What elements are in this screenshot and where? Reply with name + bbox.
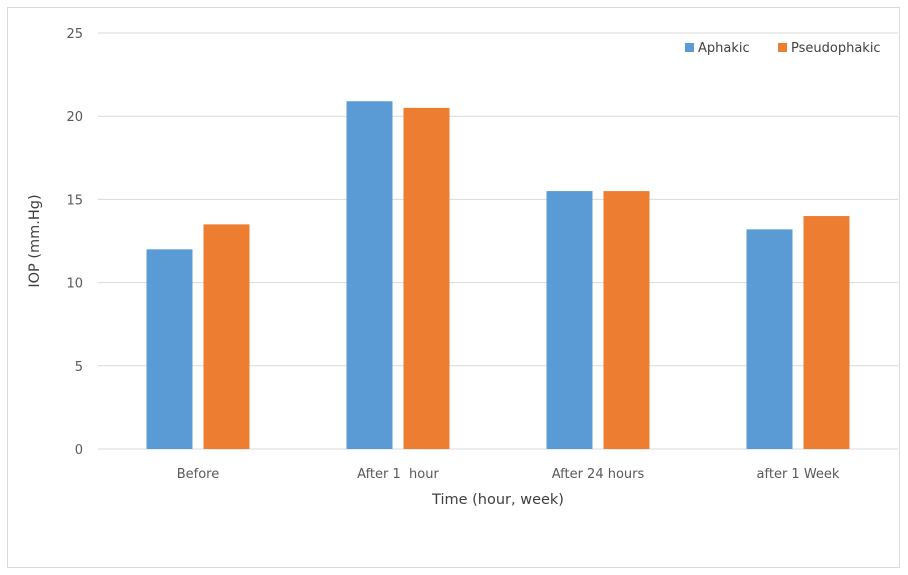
bar-pseudophakic-3 bbox=[803, 216, 850, 449]
bar-aphakic-1 bbox=[346, 101, 393, 449]
bar-aphakic-0 bbox=[146, 249, 193, 449]
y-tick-label: 20 bbox=[66, 110, 83, 125]
x-axis-tick-labels: Before After 1 hour After 24 hours after 1 … bbox=[177, 467, 840, 482]
legend-swatch-pseudophakic bbox=[778, 43, 787, 52]
legend-swatch-aphakic bbox=[685, 43, 694, 52]
x-tick-label: Before bbox=[177, 467, 220, 482]
x-tick-label: After 24 hours bbox=[552, 467, 645, 482]
bar-aphakic-2 bbox=[546, 191, 593, 449]
x-axis-title: Time (hour, week) bbox=[431, 492, 564, 508]
x-tick-label: After 1 hour bbox=[357, 467, 439, 482]
y-tick-label: 5 bbox=[75, 360, 83, 375]
x-tick-label: after 1 Week bbox=[757, 467, 840, 482]
y-axis-title: IOP (mm.Hg) bbox=[27, 194, 43, 287]
legend-label-aphakic: Aphakic bbox=[698, 41, 750, 56]
y-tick-label: 0 bbox=[75, 443, 83, 458]
legend-label-pseudophakic: Pseudophakic bbox=[791, 41, 881, 56]
legend: Aphakic Pseudophakic bbox=[685, 41, 881, 56]
y-tick-label: 10 bbox=[66, 277, 83, 292]
y-tick-label: 15 bbox=[66, 193, 83, 208]
bar-pseudophakic-2 bbox=[603, 191, 650, 449]
bars bbox=[146, 101, 850, 449]
bar-pseudophakic-1 bbox=[403, 107, 450, 449]
y-axis-tick-labels: 0 5 10 15 20 25 bbox=[66, 27, 83, 458]
bar-pseudophakic-0 bbox=[203, 224, 250, 449]
bar-aphakic-3 bbox=[746, 229, 793, 449]
y-tick-label: 25 bbox=[66, 27, 83, 42]
